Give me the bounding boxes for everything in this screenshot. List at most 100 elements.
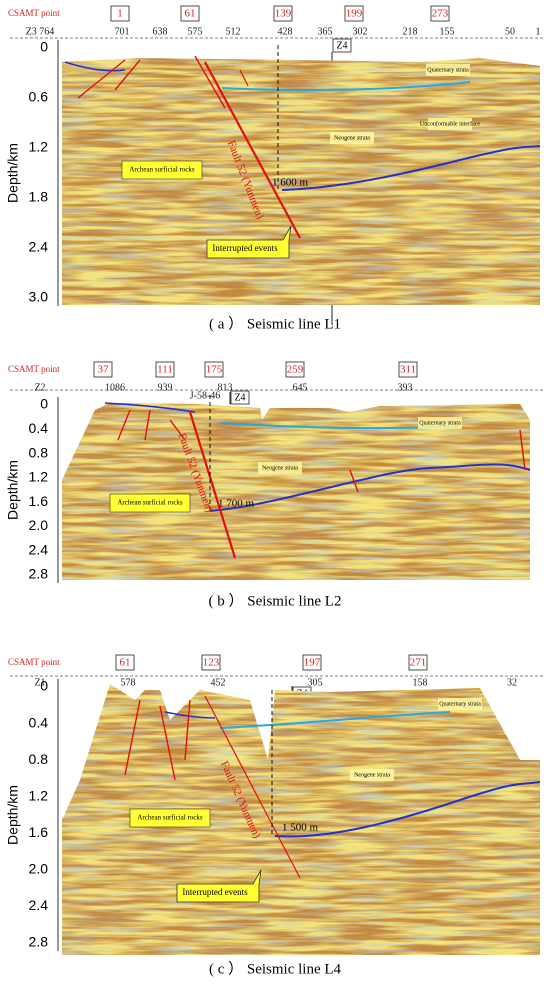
trace-number: 939 <box>158 382 173 393</box>
csamt-box <box>285 361 305 378</box>
base-quaternary <box>221 81 471 91</box>
csamt-box <box>180 5 200 22</box>
trace-number: 645 <box>293 382 308 393</box>
trace-number: 578 <box>121 677 136 688</box>
depth-tick: 2.4 <box>29 541 49 557</box>
csamt-point: 37 <box>98 364 110 376</box>
trace-number: 428 <box>278 26 293 37</box>
trace-number: 638 <box>153 26 168 37</box>
section <box>62 58 540 305</box>
fault <box>188 411 237 559</box>
depth-tick: 0 <box>40 396 48 412</box>
depth-tick: 0 <box>40 678 48 694</box>
depth-label: Depth/km <box>5 460 21 520</box>
annotation: Neogene strata <box>354 772 390 778</box>
trace-number: 1 <box>536 26 541 37</box>
annotation: Unconformable interface <box>420 120 480 127</box>
fault <box>349 469 359 493</box>
trace-number: Z2 <box>34 382 45 393</box>
csamt-box <box>110 5 130 22</box>
trace-number: 32 <box>507 677 517 688</box>
panel: CSAMT point 37 111 175 259 311 Z2 1086 939 813 645… <box>5 361 545 609</box>
depth-annotation: 1 700 m <box>218 498 255 510</box>
label-box <box>438 698 482 710</box>
depth-label: Depth/km <box>5 143 21 203</box>
csamt-point: 271 <box>410 657 427 669</box>
csamt-label: CSAMT point <box>8 364 60 374</box>
fault <box>169 419 186 441</box>
csamt-point: 123 <box>203 657 220 669</box>
csamt-point: 199 <box>346 8 363 20</box>
base-quaternary <box>219 711 451 729</box>
label-box <box>109 493 191 513</box>
csamt-point: 273 <box>432 8 449 20</box>
annotation: Interrupted events <box>182 887 248 897</box>
label-box <box>350 769 394 781</box>
depth-annotation: 1 500 m <box>282 822 319 834</box>
depth-tick: 3.0 <box>29 289 49 305</box>
depth-tick: 1.6 <box>29 493 49 509</box>
section-noise2 <box>62 403 530 580</box>
annotation: Archean surficial rocks <box>137 814 203 822</box>
depth-tick: 2.0 <box>29 517 49 533</box>
csamt-point: 111 <box>157 364 173 376</box>
marker-box <box>230 390 250 405</box>
trace-number: 813 <box>218 382 233 393</box>
marker-label: Z4 <box>234 392 245 403</box>
unconformity <box>274 781 541 838</box>
callout <box>176 869 262 903</box>
unconformity <box>281 145 541 191</box>
csamt-point: 259 <box>287 364 304 376</box>
annotation: Archean surficial rocks <box>129 166 195 174</box>
fault <box>204 695 301 879</box>
panel: CSAMT point61123197271Z157845230515832Z4… <box>5 654 545 977</box>
csamt-box <box>201 654 221 671</box>
trace-number: 302 <box>353 26 368 37</box>
csamt-box <box>408 654 428 671</box>
depth-tick: 2.4 <box>29 239 49 255</box>
annotation: Quaternary strata <box>439 701 481 707</box>
fault <box>117 409 131 441</box>
csamt-box <box>398 361 418 378</box>
trace-number: Z1 <box>34 677 45 688</box>
depth-tick: 0.4 <box>29 420 49 436</box>
section-noise2 <box>62 684 540 955</box>
annotation: Quaternary strata <box>427 67 469 73</box>
fault <box>194 55 226 109</box>
section <box>62 403 530 580</box>
fault <box>144 409 151 441</box>
label-box <box>418 417 462 429</box>
depth-tick: 0.8 <box>29 751 49 767</box>
depth-tick: 2.8 <box>29 566 49 582</box>
csamt-point: 61 <box>120 657 131 669</box>
fault <box>159 705 176 781</box>
trace-number: 701 <box>115 26 130 37</box>
depth-tick: 2.0 <box>29 861 49 877</box>
caption: ( a ） Seismic line L1 <box>209 315 341 332</box>
panel: CSAMT point 1 61 139 199 273 Z3 764 701 638 575 51… <box>5 5 545 332</box>
csamt-point: 1 <box>117 8 123 20</box>
fault <box>519 429 526 471</box>
trace-number: 1086 <box>105 382 125 393</box>
fault <box>204 61 301 239</box>
top-line <box>104 402 196 413</box>
depth-tick: 1.2 <box>29 139 49 155</box>
depth-tick: 1.6 <box>29 824 49 840</box>
annotation: Neogene strata <box>262 465 298 471</box>
annotation: Archean surficial rocks <box>117 499 183 507</box>
section-noise2 <box>62 58 540 305</box>
label-box <box>330 132 374 144</box>
fault <box>184 699 191 761</box>
fault <box>114 59 141 91</box>
csamt-point: 311 <box>400 364 416 376</box>
depth-annotation: 1 600 m <box>272 177 309 189</box>
trace-number: 452 <box>211 677 226 688</box>
trace-number: 158 <box>413 677 428 688</box>
depth-tick: 0 <box>40 39 48 55</box>
callout <box>206 225 292 259</box>
csamt-box <box>430 5 450 22</box>
depth-tick: 2.4 <box>29 897 49 913</box>
trace-number: 512 <box>226 26 241 37</box>
top-line <box>164 711 216 719</box>
